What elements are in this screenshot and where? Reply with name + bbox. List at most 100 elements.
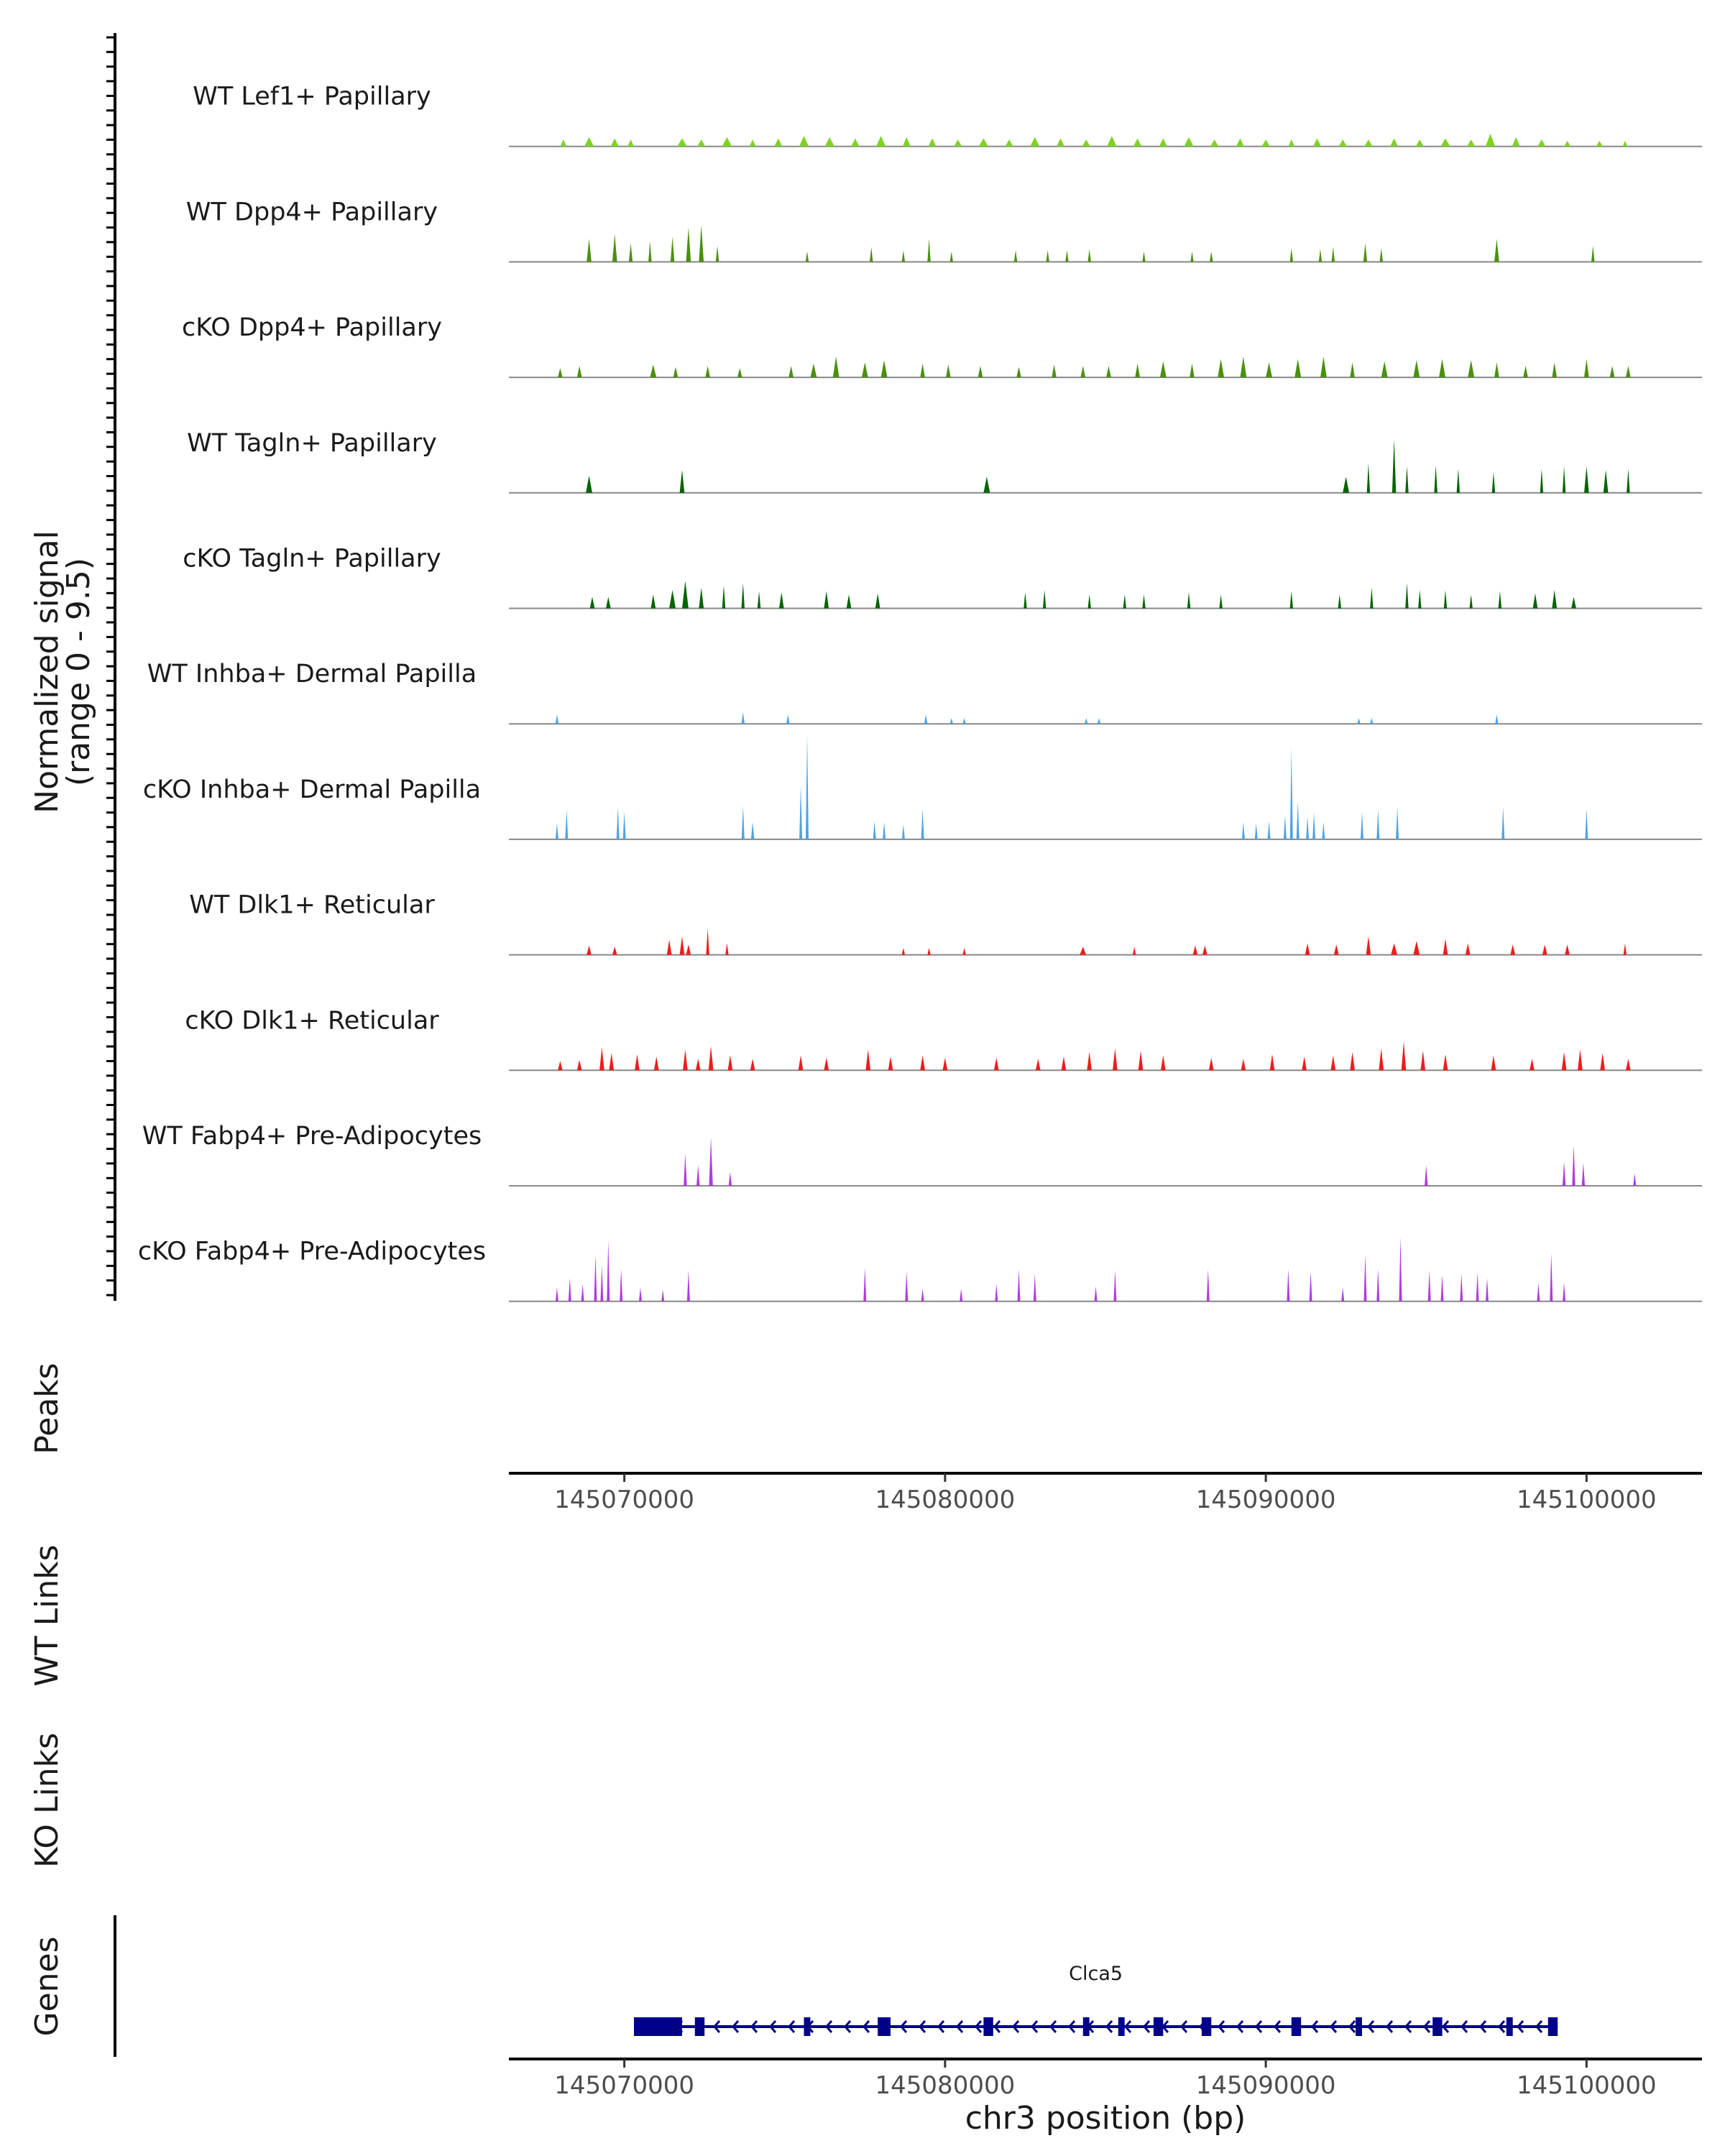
coverage-peak — [921, 808, 924, 839]
coverage-peak — [1585, 808, 1588, 839]
coverage-peak — [832, 356, 840, 378]
coverage-peak — [709, 1137, 713, 1186]
coverage-peak — [888, 1056, 893, 1071]
coverage-peak — [715, 246, 719, 262]
coverage-peak — [851, 138, 860, 147]
peaks-panel-label: Peaks — [29, 1363, 65, 1454]
y-axis-ticks — [106, 36, 115, 1296]
coverage-peak — [1376, 809, 1380, 839]
track-label: WT Tagln+ Papillary — [187, 429, 437, 458]
coverage-peak — [670, 236, 675, 262]
coverage-peak — [928, 138, 937, 147]
strand-arrow — [1012, 2020, 1020, 2033]
coverage-peak — [679, 936, 685, 955]
coverage-peak — [1609, 366, 1615, 378]
coverage-peak — [1322, 821, 1325, 839]
coverage-peak — [810, 363, 817, 378]
strand-arrow — [919, 2020, 926, 2033]
coverage-peak — [609, 1053, 615, 1071]
coverage-peak — [1469, 594, 1473, 609]
coverage-peak — [568, 1278, 571, 1302]
coverage-peak — [1443, 939, 1448, 955]
coverage-peak — [696, 1165, 700, 1186]
coverage-peak — [1491, 1055, 1496, 1071]
coverage-peak — [1623, 943, 1627, 955]
coverage-peak — [779, 592, 784, 609]
strand-arrow — [1068, 2020, 1076, 2033]
coverage-peak — [846, 594, 852, 609]
gene-exon — [694, 2017, 705, 2036]
gene-exon — [983, 2017, 993, 2036]
coverage-peak — [901, 250, 906, 262]
coverage-peak — [1427, 1270, 1431, 1302]
coverage-peak — [1381, 361, 1388, 378]
coverage-peak — [1312, 813, 1316, 839]
coverage-peak — [1087, 594, 1091, 609]
track-1: WT Lef1+ Papillary — [193, 83, 1702, 147]
coverage-peak — [1005, 139, 1013, 147]
coverage-peak — [686, 944, 691, 955]
coverage-peak — [901, 824, 905, 839]
coverage-peak — [722, 137, 732, 147]
strand-arrow — [1143, 2020, 1151, 2033]
coverage-peak — [920, 363, 925, 378]
genes-panel-label: Genes — [29, 1936, 65, 2036]
coverage-peak — [1510, 944, 1516, 955]
strand-arrow — [1442, 2020, 1450, 2033]
coverage-peak — [824, 1057, 829, 1071]
y-axis-title: Normalized signal (range 0 - 9.5) — [29, 530, 97, 814]
coverage-peak — [725, 943, 729, 955]
coverage-peak — [924, 714, 928, 724]
coverage-peak — [750, 821, 755, 839]
coverage-peak — [1591, 246, 1595, 262]
coverage-peak — [1056, 138, 1065, 147]
coverage-peak — [1030, 137, 1040, 147]
coverage-peak — [1202, 945, 1208, 955]
strand-arrow — [732, 2020, 740, 2033]
coverage-peak — [978, 138, 989, 147]
coverage-peak — [1013, 250, 1018, 262]
coverage-peak — [870, 247, 873, 262]
coverage-peak — [806, 734, 809, 839]
coverage-peak — [1562, 466, 1566, 493]
coverage-tracks: WT Lef1+ Papillary WT Dpp4+ Papillary cKO … — [138, 83, 1702, 1302]
coverage-peak — [954, 139, 962, 147]
coverage-peak — [1418, 589, 1422, 609]
coverage-peak — [949, 252, 953, 262]
coverage-peak — [1600, 1053, 1605, 1071]
gene-exon — [1153, 2017, 1164, 2036]
coverage-peak — [1254, 823, 1258, 839]
coverage-peak — [1184, 137, 1194, 147]
coverage-peak — [1392, 438, 1397, 493]
coverage-peak — [880, 360, 888, 378]
coverage-peak — [737, 368, 742, 378]
coverage-peak — [788, 366, 794, 378]
coverage-peak — [1113, 1270, 1117, 1302]
strand-arrow — [1031, 2020, 1039, 2033]
coverage-peak — [1296, 801, 1300, 839]
coverage-peak — [1498, 591, 1502, 609]
coverage-peak — [1269, 1054, 1275, 1071]
coverage-peak — [1350, 1051, 1355, 1071]
coverage-peak — [824, 137, 834, 147]
coverage-peak — [905, 1271, 908, 1302]
coverage-peak — [920, 1055, 925, 1071]
coverage-peak — [616, 807, 620, 839]
coverage-peak — [1033, 1273, 1036, 1302]
track-5: cKO Tagln+ Papillary — [183, 545, 1702, 609]
coverage-peak — [1267, 821, 1271, 839]
coverage-peak — [1024, 592, 1027, 609]
coverage-peak — [555, 1287, 558, 1302]
track-label: WT Dlk1+ Reticular — [189, 891, 435, 920]
coverage-peak — [983, 476, 990, 493]
coverage-peak — [639, 1287, 642, 1302]
coverage-peak — [628, 243, 633, 262]
peaks-x-axis-ticks: 145070000 145080000 145090000 145100000 — [554, 1473, 1657, 1514]
coverage-peak — [576, 366, 582, 378]
coverage-peak — [1142, 594, 1146, 609]
coverage-peak — [586, 239, 592, 262]
coverage-peak — [798, 1055, 804, 1071]
gene-exon — [1432, 2017, 1443, 2036]
coverage-peak — [1294, 359, 1302, 378]
